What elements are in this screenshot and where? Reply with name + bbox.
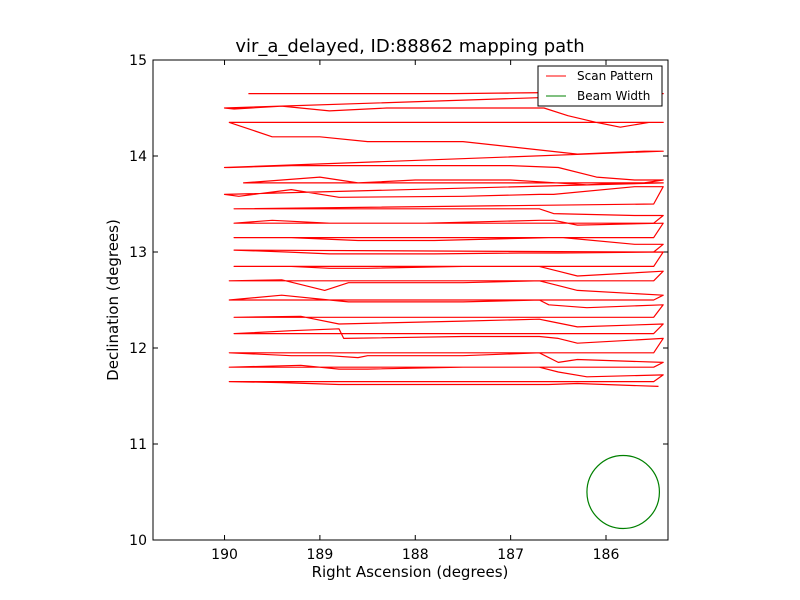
y-tick-label: 12 [129,341,147,357]
legend: Scan Pattern Beam Width [537,65,663,107]
x-axis-label: Right Ascension (degrees) [312,563,509,581]
chart-title: vir_a_delayed, ID:88862 mapping path [235,36,584,57]
x-tick-label: 189 [307,547,334,563]
beam-width-series [586,454,661,530]
y-tick-label: 15 [129,53,147,69]
y-tick-label: 11 [129,437,147,453]
x-tick-label: 187 [497,547,524,563]
x-tick-label: 188 [402,547,429,563]
x-axis: 190 189 188 187 186 [211,60,619,563]
plot-frame [152,59,669,541]
y-tick-label: 13 [129,245,147,261]
x-tick-label: 186 [593,547,620,563]
y-tick-label: 10 [129,533,147,549]
legend-box [537,65,663,107]
y-tick-label: 14 [129,149,147,165]
legend-label-beam-width: Beam Width [577,89,650,103]
legend-label-scan-pattern: Scan Pattern [577,69,653,83]
scan-pattern-series [223,90,664,387]
beam-width-circle [586,454,661,530]
x-tick-label: 190 [211,547,238,563]
y-axis-label: Declination (degrees) [104,219,122,381]
scan-pattern-line [223,90,664,387]
